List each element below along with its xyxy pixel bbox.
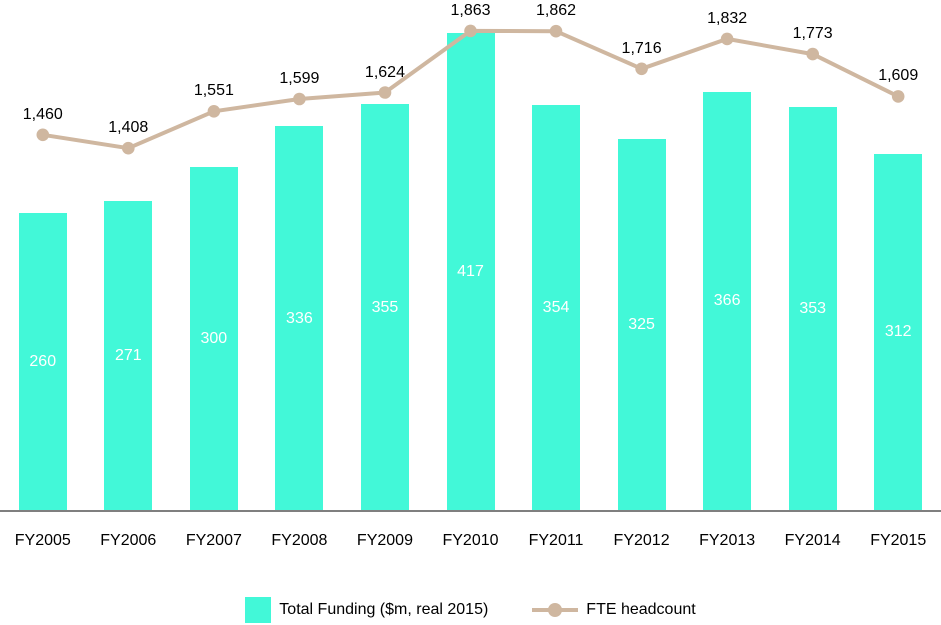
legend: Total Funding ($m, real 2015) FTE headco… — [0, 596, 941, 624]
bar-fy2012: 325 — [617, 138, 666, 511]
line-point-fy2012 — [635, 62, 648, 76]
bar-fy2006: 271 — [104, 200, 153, 511]
line-data-label: 1,832 — [707, 9, 748, 27]
legend-total-funding-label: Total Funding ($m, real 2015) — [279, 601, 489, 618]
line-point-fy2009 — [378, 86, 392, 99]
line-data-label: 1,716 — [621, 39, 662, 57]
bar-value-label: 366 — [713, 292, 741, 310]
bar-fy2015: 312 — [874, 153, 923, 511]
x-axis-label-fy2010: FY2010 — [442, 532, 499, 549]
x-axis-label-fy2005: FY2005 — [14, 532, 71, 549]
bar-fy2008: 336 — [275, 126, 324, 511]
bar-value-label: 271 — [114, 346, 142, 364]
x-axis-line — [0, 510, 941, 512]
x-axis-label-fy2006: FY2006 — [100, 532, 157, 549]
x-axis-label-fy2012: FY2012 — [613, 532, 670, 549]
line-data-label: 1,863 — [450, 1, 491, 19]
line-point-fy2011 — [549, 24, 563, 38]
line-point-fy2013 — [720, 32, 734, 46]
line-point-fy2008 — [293, 92, 306, 106]
funding-swatch-icon — [245, 597, 272, 623]
line-data-label: 1,862 — [536, 2, 577, 20]
x-axis-label-fy2009: FY2009 — [356, 532, 413, 549]
x-axis-label-fy2008: FY2008 — [271, 532, 328, 549]
line-data-label: 1,408 — [108, 119, 149, 137]
line-point-fy2014 — [806, 47, 819, 61]
line-data-label: 1,551 — [193, 82, 234, 100]
bar-value-label: 325 — [628, 315, 655, 333]
legend-item-total-funding: Total Funding ($m, real 2015) — [245, 597, 488, 623]
fte-dot-icon — [548, 603, 563, 617]
bar-value-label: 353 — [799, 299, 827, 317]
line-data-label: 1,599 — [279, 69, 320, 87]
x-axis-label-fy2013: FY2013 — [699, 532, 756, 549]
bar-value-label: 312 — [884, 323, 912, 341]
bar-fy2014: 353 — [788, 106, 837, 511]
plot-area: 260 271 300 336 355 417 354 325 366 353 312 1,460 1… — [0, 1, 941, 512]
bar-fy2007: 300 — [189, 167, 238, 511]
bar-fy2005: 260 — [18, 213, 67, 511]
line-point-fy2015 — [891, 90, 905, 103]
x-axis-label-fy2007: FY2007 — [185, 532, 242, 549]
line-point-fy2007 — [207, 105, 221, 118]
fte-line-marker-icon — [532, 603, 579, 617]
bar-fy2010: 417 — [446, 33, 495, 511]
line-point-fy2006 — [122, 141, 135, 155]
legend-item-fte-headcount: FTE headcount — [532, 601, 696, 619]
line-data-label: 1,773 — [792, 25, 833, 43]
bar-value-label: 336 — [286, 309, 313, 327]
bar-value-label: 260 — [29, 353, 57, 371]
line-data-label: 1,609 — [878, 67, 919, 85]
x-axis-label-fy2011: FY2011 — [528, 532, 584, 549]
x-axis-label-fy2015: FY2015 — [870, 532, 927, 549]
line-point-fy2005 — [36, 128, 50, 142]
line-data-label: 1,460 — [22, 105, 63, 123]
x-axis-label-fy2014: FY2014 — [784, 532, 841, 549]
legend-fte-headcount-label: FTE headcount — [586, 601, 696, 618]
bar-value-label: 354 — [542, 299, 570, 317]
line-data-label: 1,624 — [364, 63, 405, 81]
bar-value-label: 417 — [457, 263, 484, 281]
bar-fy2011: 354 — [532, 105, 581, 511]
bar-fy2009: 355 — [360, 104, 409, 511]
bar-fy2013: 366 — [703, 91, 752, 511]
bar-value-label: 300 — [200, 330, 228, 348]
bar-value-label: 355 — [371, 298, 399, 316]
